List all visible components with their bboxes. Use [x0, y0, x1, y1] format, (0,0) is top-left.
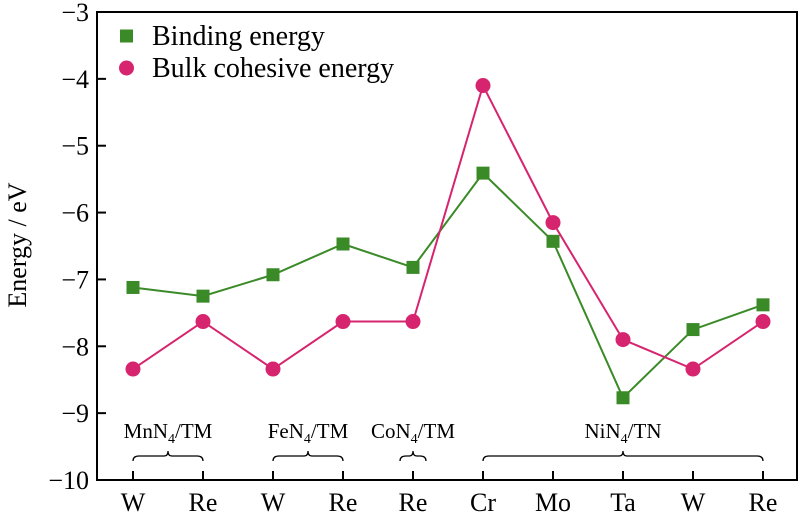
group-brace: [272, 450, 344, 462]
legend-label: Binding energy: [152, 21, 325, 52]
data-series: [125, 78, 771, 405]
x-tick-label: W: [261, 488, 286, 516]
series-line: [132, 82, 764, 371]
binding-energy-point: [476, 166, 490, 180]
binding-energy-point: [546, 234, 560, 248]
binding-energy-point: [266, 268, 280, 282]
binding-energy-point: [196, 289, 210, 303]
y-tick-label: −9: [61, 399, 89, 428]
x-tick-label: Re: [329, 488, 358, 516]
cohesive-energy-point: [335, 314, 351, 330]
x-tick-label: W: [121, 488, 146, 516]
x-tick-label: Mo: [535, 488, 571, 516]
binding-energy-point: [126, 280, 140, 294]
group-brace: [132, 450, 204, 462]
cohesive-energy-point: [125, 361, 141, 377]
y-tick-label: −7: [61, 265, 89, 294]
group-brace: [399, 450, 427, 462]
x-axis-ticks: W Re W Re Re Cr Mo Ta W Re: [121, 471, 778, 516]
y-tick-label: −6: [61, 199, 89, 228]
plot-frame: [96, 11, 798, 481]
y-tick-label: −8: [61, 332, 89, 361]
legend-marker-circle: [119, 60, 134, 76]
y-tick-label: −3: [61, 0, 89, 27]
binding-energy-point: [336, 237, 350, 251]
x-tick-label: Ta: [610, 488, 636, 516]
group-labels: MnN4/TM FeN4/TM CoN4/TM NiN4/TN: [124, 419, 764, 462]
cohesive-energy-point: [545, 215, 561, 231]
series-line: [132, 171, 764, 400]
x-tick-label: Re: [399, 488, 428, 516]
cohesive-energy-point: [405, 314, 421, 330]
group-label: CoN4/TM: [371, 419, 455, 447]
y-axis-label: Energy / eV: [3, 182, 32, 307]
legend-label: Bulk cohesive energy: [152, 53, 394, 84]
y-tick-label: −5: [61, 132, 89, 161]
x-tick-label: Cr: [470, 488, 496, 516]
cohesive-energy-point: [755, 314, 771, 330]
x-tick-label: Re: [189, 488, 218, 516]
cohesive-energy-point: [265, 361, 281, 377]
cohesive-energy-point: [615, 332, 631, 348]
group-brace: [482, 450, 764, 462]
cohesive-energy-point: [685, 361, 701, 377]
binding-energy-point: [686, 323, 700, 337]
cohesive-energy-point: [475, 78, 491, 94]
binding-energy-point: [406, 260, 420, 274]
binding-energy-point: [616, 391, 630, 405]
group-label: NiN4/TN: [585, 419, 662, 447]
y-tick-label: −10: [48, 466, 89, 495]
cohesive-energy-point: [195, 314, 211, 330]
binding-energy-point: [756, 298, 770, 312]
x-tick-label: Re: [749, 488, 778, 516]
y-tick-label: −4: [61, 65, 89, 94]
y-axis-ticks: −10 −9 −8 −7 −6 −5 −4 −3: [48, 0, 106, 495]
legend-marker-square: [120, 29, 133, 43]
chart-axes: [96, 11, 798, 481]
group-label: FeN4/TM: [268, 419, 349, 447]
x-tick-label: W: [681, 488, 706, 516]
group-label: MnN4/TM: [124, 419, 213, 447]
